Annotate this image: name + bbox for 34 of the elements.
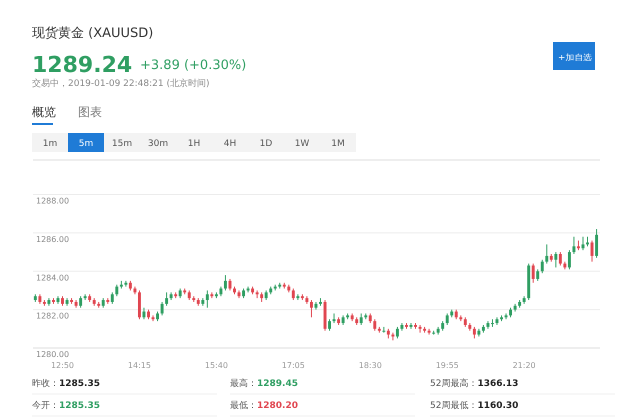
x-tick-label: 17:05: [282, 361, 305, 370]
y-tick-label: 1288.00: [36, 196, 70, 206]
text: 15m: [112, 139, 132, 149]
text: 1m: [42, 139, 58, 149]
x-tick-label: 18:30: [358, 361, 382, 370]
text: 30m: [148, 139, 168, 149]
text: 1W: [294, 139, 310, 149]
chart-title: 现货黄金 (XAUUSD): [32, 26, 154, 41]
x-tick-label: 12:50: [50, 361, 74, 370]
text: 5m: [78, 139, 94, 149]
text: 52周最高：1366.13: [430, 378, 518, 389]
y-tick-label: 1286.00: [36, 234, 70, 244]
text: 52周最低：1160.30: [430, 400, 518, 411]
y-tick-label: 1284.00: [36, 273, 70, 282]
text: 最低：1280.20: [230, 400, 298, 411]
text: 图表: [78, 105, 102, 119]
text: +3.89 (+0.30%): [140, 58, 246, 73]
x-tick-label: 14:15: [128, 361, 151, 370]
text: 1D: [260, 139, 272, 149]
chart-subtitle: 交易中，2019-01-09 22:48:21 (北京时间): [32, 78, 210, 89]
text: 最高：1289.45: [230, 378, 298, 389]
text: 昨收：1285.35: [32, 378, 100, 389]
x-tick-label: 19:55: [436, 361, 459, 370]
text: 概览: [32, 105, 56, 119]
text: 4H: [224, 139, 236, 149]
x-tick-label: 21:20: [512, 361, 536, 370]
text: 1289.24: [32, 53, 132, 78]
text: 今开：1285.35: [32, 400, 100, 411]
text: +加自选: [558, 53, 592, 62]
text: 1H: [188, 139, 200, 149]
text: 1M: [331, 139, 345, 149]
y-tick-label: 1282.00: [36, 312, 70, 321]
y-tick-label: 1280.00: [36, 350, 70, 359]
x-tick-label: 15:40: [204, 361, 228, 370]
